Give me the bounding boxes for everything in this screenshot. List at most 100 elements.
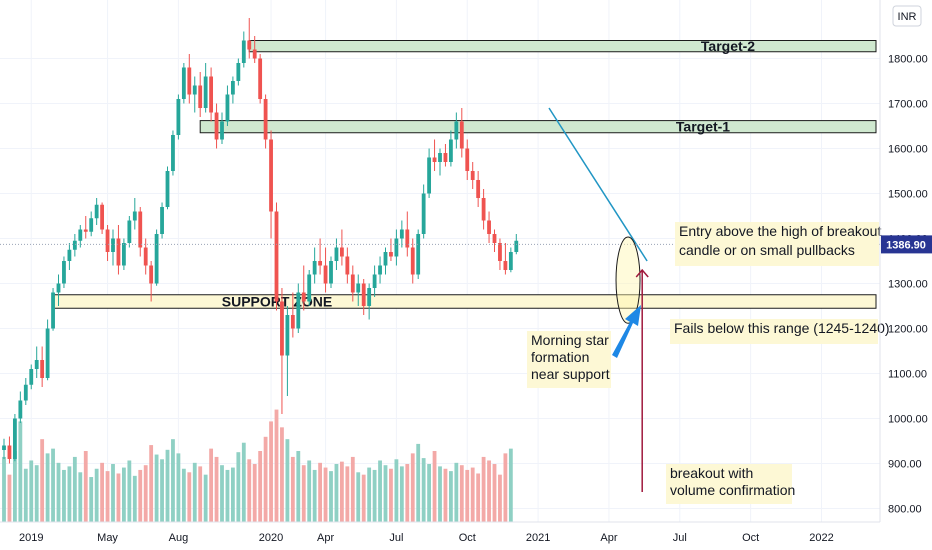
candle-body (127, 220, 132, 243)
candle-body (487, 220, 491, 234)
volume-bar (329, 471, 333, 522)
candle-body (51, 292, 55, 329)
candle-body (476, 180, 481, 198)
zone-support-zone (52, 294, 877, 309)
candle-body (378, 265, 382, 275)
y-tick-label: 800.00 (888, 504, 922, 516)
morning-star-annotation-line: formation (531, 349, 589, 365)
volume-bar (214, 456, 219, 522)
trendline (548, 107, 648, 262)
volume-bar (383, 465, 388, 522)
candle-body (220, 121, 224, 140)
candlesticks (2, 18, 519, 464)
candle-body (290, 315, 295, 329)
volume-bar (438, 466, 442, 522)
volume-bar (416, 443, 421, 522)
zone-label: Target-1 (676, 119, 730, 135)
volume-bar (143, 465, 148, 522)
candle-body (94, 204, 99, 219)
volume-bar (290, 456, 295, 522)
volume-bar (181, 468, 186, 522)
entry-annotation-line: Entry above the high of breakout (679, 223, 881, 239)
volume-bar (7, 474, 12, 522)
entry-annotation: Entry above the high of breakout candle o… (675, 222, 881, 266)
candle-body (2, 445, 6, 450)
volume-bar (192, 462, 197, 522)
candle-body (236, 63, 241, 81)
candle-body (503, 261, 508, 270)
time-axis[interactable]: 2019 May Aug 2020 Apr Jul Oct 2021 Apr Jul Oct 2022 (0, 521, 880, 544)
candle-body (334, 247, 339, 261)
volume-bar (339, 461, 344, 522)
candle-body (427, 157, 432, 194)
candle-body (285, 315, 290, 356)
candle-body (192, 85, 197, 95)
volume-bar (323, 467, 328, 522)
volume-bar (209, 448, 214, 522)
trendline-layer (0, 107, 880, 262)
volume-bar (487, 460, 491, 522)
x-tick-label: 2022 (809, 532, 833, 544)
volume-bar (372, 469, 377, 522)
candle-body (34, 360, 39, 369)
candle-body (165, 171, 170, 207)
x-tick-label: 2020 (259, 532, 283, 544)
candle-body (111, 238, 115, 252)
volume-bar (94, 468, 99, 522)
candle-body (78, 229, 83, 241)
volume-bar (165, 449, 170, 522)
volume-bar (280, 427, 284, 522)
volume-bar (111, 464, 115, 522)
candle-body (247, 40, 252, 50)
volume-bar (203, 474, 208, 522)
candle-body (296, 292, 301, 329)
volume-bar (312, 469, 317, 522)
volume-bar (470, 467, 475, 522)
volume-bar (459, 465, 464, 522)
candle-body (405, 229, 410, 248)
volume-bar (40, 439, 45, 522)
x-tick-label: Oct (742, 532, 759, 544)
breakout-annotation-line: breakout with (670, 465, 753, 481)
y-tick-label: 1100.00 (888, 369, 927, 381)
candle-body (45, 328, 50, 378)
volume-bar (62, 469, 66, 522)
volume-bar (301, 465, 306, 522)
volume-bar (405, 464, 410, 522)
candle-body (121, 243, 126, 266)
candle-body (329, 261, 333, 284)
fails-annotation-line: Fails below this range (1245-1240) (674, 320, 890, 336)
x-tick-label: Jul (673, 532, 687, 544)
candle-body (176, 99, 181, 135)
volume-bar (83, 451, 88, 522)
volume-bars (2, 409, 513, 522)
price-axis[interactable]: 800.00 900.00 1000.00 1100.00 1200.00 1300.00… (879, 0, 932, 522)
x-tick-label: 2019 (19, 532, 43, 544)
candle-body (56, 283, 61, 293)
candle-body (67, 249, 72, 261)
candle-body (252, 49, 257, 59)
y-tick-label: 1500.00 (888, 189, 928, 201)
candle-body (361, 283, 366, 306)
volume-bar (258, 451, 263, 522)
candle-body (421, 193, 426, 234)
volume-bar (448, 471, 453, 522)
annotations-layer: Entry above the high of breakout candle o… (527, 222, 890, 504)
volume-bar (498, 474, 502, 522)
entry-annotation-line: candle or on small pullbacks (679, 242, 855, 258)
volume-bar (34, 465, 39, 522)
y-tick-label: 900.00 (888, 459, 922, 471)
candle-body (18, 400, 23, 419)
breakout-annotation-line: volume confirmation (670, 482, 795, 498)
breakout-annotation-bg (666, 464, 792, 504)
volume-bar (160, 459, 164, 522)
morning-star-ellipse (615, 236, 641, 324)
candle-body (263, 99, 268, 140)
candle-body (23, 384, 28, 401)
volume-bar (198, 466, 203, 522)
morning-star-annotation-bg (527, 331, 611, 388)
currency-badge[interactable] (892, 5, 922, 27)
